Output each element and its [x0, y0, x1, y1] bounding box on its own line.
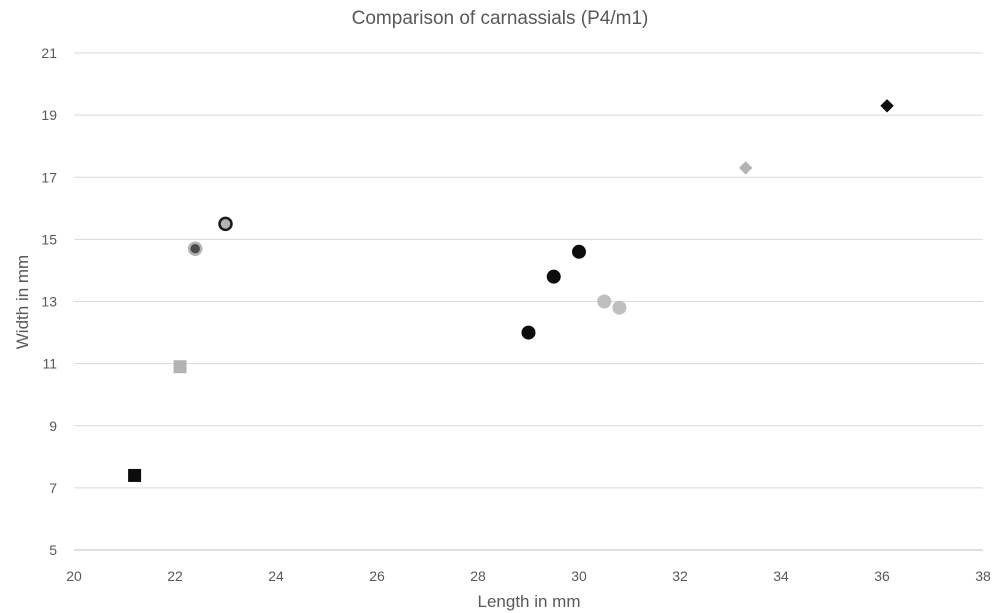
x-tick-label: 20 — [66, 568, 82, 584]
gridlines — [74, 52, 983, 551]
x-tick-label: 22 — [167, 568, 183, 584]
y-tick-label: 7 — [49, 480, 57, 496]
x-tick-label: 24 — [268, 568, 284, 584]
y-tick-label: 11 — [42, 356, 57, 372]
data-point-circle — [546, 269, 561, 284]
data-point-square — [173, 360, 187, 374]
y-tick-label: 17 — [41, 169, 57, 185]
data-points — [128, 99, 894, 482]
y-tick-label: 9 — [49, 418, 57, 434]
x-tick-label: 36 — [874, 568, 890, 584]
y-tick-label: 21 — [41, 45, 57, 61]
data-point-circle — [612, 300, 627, 315]
data-point-diamond — [880, 99, 894, 113]
data-point-circle — [521, 325, 536, 340]
x-tick-label: 28 — [470, 568, 486, 584]
chart-title: Comparison of carnassials (P4/m1) — [352, 8, 649, 29]
x-tick-label: 38 — [975, 568, 991, 584]
data-point-square — [128, 468, 142, 482]
y-tick-label: 13 — [41, 294, 57, 310]
data-point-ringed-circle — [187, 241, 203, 256]
tick-labels: 5 7 9 11 13 15 17 19 21 20 22 24 26 28 30 32 34 36 38 — [41, 45, 991, 584]
data-point-circle — [597, 294, 612, 309]
x-tick-label: 26 — [369, 568, 385, 584]
y-tick-label: 5 — [49, 542, 57, 558]
data-point-ringed-circle — [218, 216, 233, 232]
data-point-diamond — [738, 161, 753, 175]
x-axis-title: Length in mm — [478, 592, 581, 611]
y-axis-title: Width in mm — [13, 255, 32, 349]
x-tick-label: 30 — [571, 568, 587, 584]
y-tick-label: 15 — [41, 231, 57, 247]
x-tick-label: 34 — [773, 568, 789, 584]
y-tick-label: 19 — [41, 107, 57, 123]
x-tick-label: 32 — [672, 568, 688, 584]
data-point-circle — [572, 244, 586, 259]
